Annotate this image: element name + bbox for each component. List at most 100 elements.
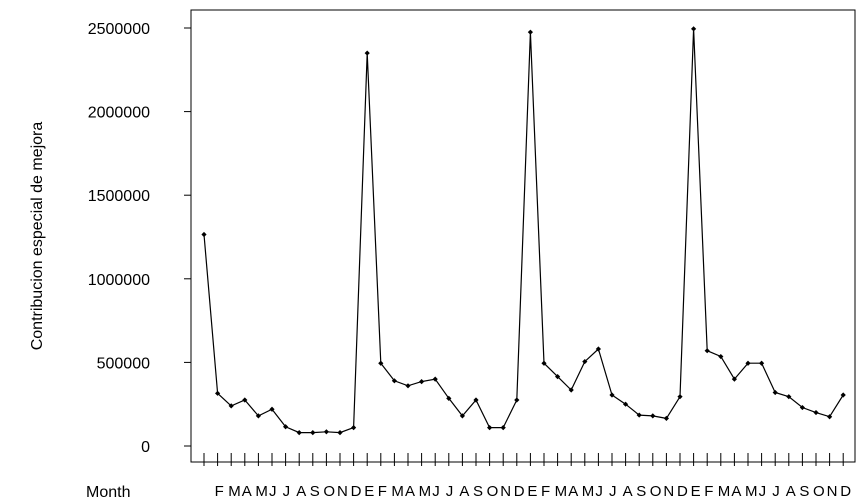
x-tick-label: F	[215, 483, 224, 500]
data-point	[541, 360, 547, 366]
x-tick-label: J	[446, 483, 454, 500]
x-tick-label: E	[364, 483, 374, 500]
data-point	[677, 394, 683, 400]
data-point	[255, 413, 261, 419]
data-point	[759, 360, 765, 366]
data-point	[473, 397, 479, 403]
data-point	[704, 348, 710, 354]
data-point	[623, 401, 629, 407]
x-tick-label: M	[391, 483, 404, 500]
data-point	[310, 430, 316, 436]
x-tick-label: N	[827, 483, 838, 500]
data-point	[228, 403, 234, 409]
data-points	[201, 26, 846, 436]
x-tick-label: J	[772, 483, 780, 500]
x-tick-label: A	[296, 483, 306, 500]
data-point	[364, 50, 370, 56]
data-point	[405, 383, 411, 389]
data-point	[323, 429, 329, 435]
data-point	[609, 392, 615, 398]
x-tick-label: A	[568, 483, 578, 500]
data-point	[772, 389, 778, 396]
data-point	[745, 360, 751, 366]
x-tick-label: F	[704, 483, 713, 500]
data-point	[568, 387, 574, 393]
x-axis-label: Month	[86, 484, 130, 501]
x-tick-label: D	[677, 483, 688, 500]
x-tick-label: J	[595, 483, 603, 500]
data-point	[691, 26, 697, 32]
data-point	[500, 425, 506, 431]
x-tick-label: A	[242, 483, 252, 500]
y-tick-label: 500000	[97, 355, 150, 372]
x-tick-label: E	[527, 483, 537, 500]
data-point	[446, 395, 452, 401]
y-axis-label: Contribucion especial de mejora	[29, 122, 46, 351]
data-point	[514, 397, 520, 403]
data-point	[718, 353, 724, 360]
x-tick-label: O	[650, 483, 662, 500]
data-point	[555, 374, 561, 380]
data-point	[269, 406, 275, 412]
y-tick-label: 1500000	[88, 188, 150, 205]
data-point	[296, 430, 302, 436]
x-tick-label: F	[541, 483, 550, 500]
data-point	[786, 394, 792, 400]
x-tick-label: A	[405, 483, 415, 500]
x-tick-label: S	[636, 483, 646, 500]
x-tick-label: M	[745, 483, 758, 500]
data-point	[663, 415, 669, 422]
x-tick-label: D	[351, 483, 362, 500]
x-tick-label: M	[555, 483, 568, 500]
data-point	[650, 413, 656, 419]
data-point	[813, 409, 819, 416]
data-point	[378, 360, 384, 366]
y-axis: 0 500000 1000000 1500000 2000000 2500000	[88, 21, 191, 456]
data-point	[582, 358, 588, 365]
x-tick-label: S	[310, 483, 320, 500]
x-tick-label: J	[609, 483, 617, 500]
x-tick-label: J	[759, 483, 767, 500]
x-tick-label: O	[487, 483, 499, 500]
data-point	[527, 29, 533, 35]
x-tick-label: O	[813, 483, 825, 500]
x-tick-label: M	[582, 483, 595, 500]
x-tick-label: N	[500, 483, 511, 500]
x-tick-label: M	[718, 483, 731, 500]
x-tick-label: J	[283, 483, 291, 500]
x-tick-label: D	[840, 483, 851, 500]
x-tick-label: A	[459, 483, 469, 500]
x-tick-label: D	[514, 483, 525, 500]
data-point	[827, 414, 833, 420]
data-point	[799, 404, 805, 411]
x-tick-label: J	[269, 483, 277, 500]
data-point	[419, 379, 425, 385]
x-tick-label: F	[378, 483, 387, 500]
data-point	[432, 376, 438, 382]
data-point	[595, 346, 601, 352]
data-point	[636, 412, 642, 418]
plot-frame	[190, 9, 856, 463]
y-tick-label: 2000000	[88, 105, 150, 122]
data-point	[242, 397, 248, 403]
data-point	[351, 425, 357, 431]
x-tick-label: A	[786, 483, 796, 500]
x-tick-label: M	[419, 483, 432, 500]
x-tick-label: S	[473, 483, 483, 500]
x-tick-label: J	[432, 483, 440, 500]
y-tick-label: 0	[141, 439, 150, 456]
data-point	[391, 378, 397, 384]
x-tick-label: E	[691, 483, 701, 500]
data-point	[731, 376, 737, 382]
x-tick-label: N	[663, 483, 674, 500]
x-tick-label: S	[799, 483, 809, 500]
series-line	[203, 28, 844, 434]
y-tick-label: 2500000	[88, 21, 150, 38]
x-tick-label: N	[337, 483, 348, 500]
data-point	[201, 231, 207, 238]
x-tick-label: O	[323, 483, 335, 500]
x-tick-label: A	[623, 483, 633, 500]
y-tick-label: 1000000	[88, 272, 150, 289]
